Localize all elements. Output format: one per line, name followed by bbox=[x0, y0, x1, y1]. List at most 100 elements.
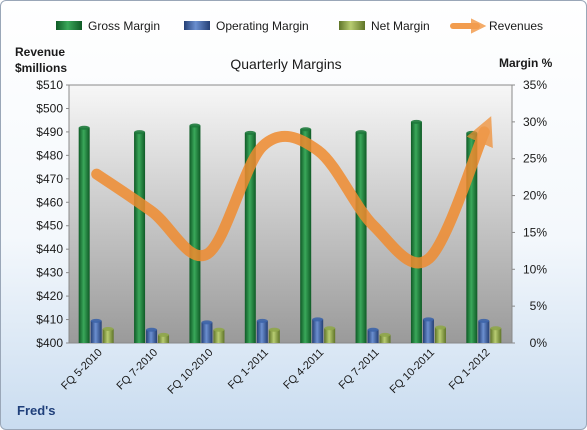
bar-cap-net-margin bbox=[434, 325, 446, 330]
x-tick-label: FQ 4-2011 bbox=[281, 347, 326, 392]
x-tick-label: FQ 7-2011 bbox=[337, 347, 382, 392]
y-right-label: Margin % bbox=[499, 56, 553, 70]
y-right-tick-label: 30% bbox=[523, 115, 547, 129]
bar-cap-gross-margin bbox=[355, 130, 367, 135]
bar-gross-margin bbox=[244, 132, 256, 343]
bar-cap-net-margin bbox=[102, 326, 114, 331]
y-left-tick-label: $460 bbox=[36, 195, 63, 209]
bar-cap-net-margin bbox=[158, 332, 170, 337]
y-right-tick-label: 10% bbox=[523, 262, 547, 276]
bar-net-margin bbox=[324, 328, 336, 343]
revenues-line bbox=[91, 116, 493, 269]
bar-cap-operating-margin bbox=[201, 320, 213, 325]
bar-operating-margin bbox=[478, 320, 490, 343]
bar-cap-gross-margin bbox=[134, 130, 146, 135]
legend-swatch-gross-margin bbox=[56, 21, 82, 30]
y-left-label-line2: $millions bbox=[15, 61, 67, 75]
bar-operating-margin bbox=[367, 329, 379, 343]
legend-label-revenues: Revenues bbox=[489, 19, 543, 33]
legend-label-operating-margin: Operating Margin bbox=[216, 19, 309, 33]
legend-item-gross-margin: Gross Margin bbox=[56, 19, 160, 33]
bar-net-margin bbox=[213, 329, 225, 343]
bar-gross-margin bbox=[300, 129, 312, 343]
y-left-tick-label: $440 bbox=[36, 242, 63, 256]
y-right-tick-label: 15% bbox=[523, 225, 547, 239]
y-left-tick-label: $420 bbox=[36, 289, 63, 303]
legend-item-operating-margin: Operating Margin bbox=[184, 19, 309, 33]
chart-title: Quarterly Margins bbox=[230, 56, 341, 72]
bar-cap-operating-margin bbox=[90, 318, 102, 323]
bar-operating-margin bbox=[146, 329, 158, 343]
legend-label-gross-margin: Gross Margin bbox=[88, 19, 160, 33]
bar-cap-gross-margin bbox=[244, 130, 256, 135]
bar-gross-margin bbox=[134, 132, 146, 343]
bar-operating-margin bbox=[312, 319, 324, 343]
legend-item-net-margin: Net Margin bbox=[339, 19, 430, 33]
bar-net-margin bbox=[379, 334, 391, 343]
bar-cap-operating-margin bbox=[478, 318, 490, 323]
legend-label-net-margin: Net Margin bbox=[371, 19, 430, 33]
bar-net-margin bbox=[158, 334, 170, 343]
bar-cap-gross-margin bbox=[466, 130, 478, 135]
bar-gross-margin bbox=[466, 132, 478, 343]
x-tick-labels: FQ 5-2010 FQ 7-2010 FQ 10-2010 FQ 1-2011 FQ … bbox=[59, 347, 492, 397]
bar-operating-margin bbox=[422, 319, 434, 343]
bar-cap-net-margin bbox=[213, 327, 225, 332]
bars bbox=[78, 119, 502, 344]
bar-gross-margin bbox=[410, 121, 422, 343]
bar-cap-operating-margin bbox=[256, 318, 268, 323]
y-left-tick-labels: $400 $410 $420 $430 $440 $450 $460 $470 $480 $490… bbox=[36, 78, 69, 350]
bar-cap-gross-margin bbox=[189, 123, 201, 128]
bar-net-margin bbox=[102, 328, 114, 343]
y-left-tick-label: $450 bbox=[36, 219, 63, 233]
x-tick-label: FQ 10-2011 bbox=[388, 347, 437, 396]
bar-cap-net-margin bbox=[490, 326, 502, 331]
bar-net-margin bbox=[490, 328, 502, 343]
x-tick-label: FQ 1-2012 bbox=[447, 347, 493, 393]
bar-cap-net-margin bbox=[324, 326, 336, 331]
x-tick-label: FQ 5-2010 bbox=[59, 347, 105, 393]
y-left-tick-label: $470 bbox=[36, 172, 63, 186]
bar-operating-margin bbox=[201, 322, 213, 343]
legend: Gross Margin Operating Margin Net Margin… bbox=[56, 18, 543, 34]
y-left-tick-label: $410 bbox=[36, 313, 63, 327]
bar-gross-margin bbox=[78, 127, 90, 343]
legend-item-revenues: Revenues bbox=[450, 18, 543, 34]
y-right-tick-label: 25% bbox=[523, 152, 547, 166]
y-left-label-line1: Revenue bbox=[15, 45, 65, 59]
y-left-tick-label: $480 bbox=[36, 148, 63, 162]
y-right-tick-label: 5% bbox=[530, 299, 548, 313]
y-right-tick-label: 20% bbox=[523, 189, 547, 203]
x-tick-label: FQ 1-2011 bbox=[226, 347, 271, 392]
y-left-tick-label: $500 bbox=[36, 101, 63, 115]
bar-cap-operating-margin bbox=[312, 317, 324, 322]
bar-operating-margin bbox=[256, 320, 268, 343]
bar-net-margin bbox=[268, 329, 280, 343]
x-tick-label: FQ 10-2010 bbox=[166, 347, 216, 397]
footer-label: Fred's bbox=[17, 403, 56, 418]
y-right-tick-label: 0% bbox=[530, 336, 548, 350]
y-right-tick-labels: 0% 5% 10% 15% 20% 25% 30% 35% bbox=[512, 78, 547, 350]
legend-swatch-net-margin bbox=[339, 21, 365, 30]
bar-cap-gross-margin bbox=[300, 127, 312, 132]
bar-cap-operating-margin bbox=[146, 327, 158, 332]
bar-cap-operating-margin bbox=[422, 317, 434, 322]
bar-operating-margin bbox=[90, 320, 102, 343]
bar-cap-gross-margin bbox=[410, 119, 422, 124]
y-left-tick-label: $510 bbox=[36, 78, 63, 92]
legend-swatch-operating-margin bbox=[184, 21, 210, 30]
bar-cap-net-margin bbox=[379, 332, 391, 337]
revenue-line-layer bbox=[91, 116, 493, 269]
bar-cap-net-margin bbox=[268, 327, 280, 332]
bar-cap-gross-margin bbox=[78, 125, 90, 130]
bar-gross-margin bbox=[355, 132, 367, 343]
y-right-tick-label: 35% bbox=[523, 78, 547, 92]
y-left-tick-label: $430 bbox=[36, 266, 63, 280]
bar-gross-margin bbox=[189, 125, 201, 344]
bar-cap-operating-margin bbox=[367, 327, 379, 332]
y-left-tick-label: $490 bbox=[36, 125, 63, 139]
x-tick-label: FQ 7-2010 bbox=[115, 347, 161, 393]
y-left-tick-label: $400 bbox=[36, 336, 63, 350]
